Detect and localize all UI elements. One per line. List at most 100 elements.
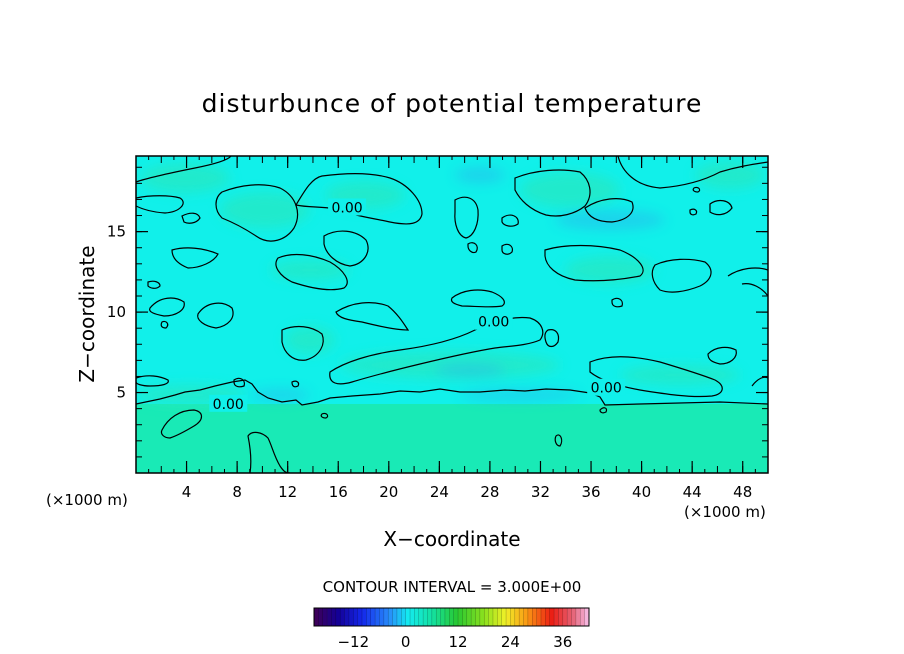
colorbar: −12 0 12 24 36 — [313, 607, 590, 651]
chart-title: disturbunce of potential temperature — [202, 89, 703, 118]
contour-label-bg — [474, 312, 513, 330]
x-tick-label: 40 — [632, 483, 651, 501]
x-tick-label: 20 — [379, 483, 398, 501]
field-patch — [695, 161, 765, 189]
contour-line — [149, 297, 185, 317]
contour-line — [233, 377, 245, 388]
colorbar-cell — [540, 608, 546, 626]
colorbar-tick-label: 36 — [553, 633, 572, 651]
colorbar-cell — [440, 608, 446, 626]
x-tick-label: 24 — [430, 483, 449, 501]
lower-field — [136, 404, 768, 473]
colorbar-cell — [449, 608, 454, 626]
colorbar-tick-label: −12 — [337, 633, 369, 651]
colorbar-cell — [414, 608, 420, 626]
colorbar-cell — [392, 608, 398, 626]
field-patch — [250, 389, 310, 401]
field-patch — [340, 351, 560, 379]
colorbar-cell — [388, 608, 393, 626]
contour-line — [450, 289, 505, 308]
colorbar-cell — [567, 608, 572, 626]
contour-line — [599, 407, 608, 414]
colorbar-cell — [523, 608, 529, 626]
contour-label: 0.00 — [591, 381, 622, 397]
colorbar-cell — [401, 608, 406, 626]
y-tick-label: 5 — [116, 384, 126, 402]
contour-line — [709, 199, 733, 216]
contour-line — [584, 198, 634, 223]
contour-line-top-left-lower — [136, 195, 184, 214]
contour-line — [275, 253, 348, 291]
y-tick-label: 10 — [107, 303, 126, 321]
contour-line — [197, 302, 234, 329]
colorbar-cell — [331, 608, 337, 626]
colorbar-tick-label: 12 — [449, 633, 468, 651]
contour-line — [281, 325, 324, 361]
colorbar-cell — [375, 608, 380, 626]
contour-line — [501, 214, 519, 227]
contour-line — [617, 156, 768, 189]
field-patch — [555, 210, 665, 230]
contour-line — [467, 242, 478, 254]
contour-label-bg — [587, 378, 626, 396]
contour-line — [320, 412, 329, 419]
x-tick-label: 48 — [733, 483, 752, 501]
field-patches-cool — [250, 167, 665, 401]
x-tick-label: 8 — [232, 483, 242, 501]
colorbar-cell — [444, 608, 450, 626]
contour-line — [215, 184, 299, 242]
colorbar-cell — [527, 608, 533, 626]
colorbar-cell — [488, 608, 494, 626]
contour-line — [291, 380, 300, 388]
colorbar-cell — [362, 608, 367, 626]
contour-line — [136, 375, 169, 387]
contour-line — [323, 230, 369, 267]
x-unit-right: (×1000 m) — [684, 503, 766, 521]
colorbar-cell — [327, 608, 332, 626]
colorbar-cell — [475, 608, 481, 626]
colorbar-cell — [396, 608, 402, 626]
colorbar-cell — [366, 608, 372, 626]
colorbar-cell — [532, 608, 537, 626]
x-tick-label: 32 — [531, 483, 550, 501]
x-axis-label: X−coordinate — [383, 527, 520, 551]
colorbar-cell — [497, 608, 502, 626]
contour-line — [589, 356, 723, 398]
contour-labels: 0.00 0.00 0.00 0.00 — [209, 198, 626, 413]
colorbar-cell — [379, 608, 385, 626]
colorbar-cell — [405, 608, 411, 626]
contour-line — [727, 267, 768, 277]
contour-label: 0.00 — [332, 200, 363, 216]
y-axis-label: Z−coordinate — [75, 245, 99, 382]
colorbar-cell — [353, 608, 358, 626]
contour-line — [160, 320, 169, 329]
colorbar-cell — [510, 608, 516, 626]
contour-line — [147, 280, 161, 289]
x-tick-label: 44 — [683, 483, 702, 501]
colorbar-cell — [318, 608, 324, 626]
contour-interval-text: CONTOUR INTERVAL = 3.000E+00 — [323, 578, 582, 596]
contour-line — [707, 346, 737, 365]
colorbar-cell — [571, 608, 577, 626]
contour-line — [335, 302, 410, 331]
x-tick-label: 4 — [182, 483, 192, 501]
colorbar-cell — [506, 608, 511, 626]
field-patch — [620, 365, 740, 385]
colorbar-cell — [431, 608, 437, 626]
contour-line — [651, 258, 712, 293]
colorbar-cell — [536, 608, 542, 626]
colorbar-cell — [479, 608, 485, 626]
contour-line — [689, 208, 698, 216]
colorbar-frame — [313, 607, 590, 627]
contour-line-top-left — [136, 156, 232, 183]
contour-line — [181, 212, 201, 224]
colorbar-cell — [410, 608, 415, 626]
colorbar-cell — [348, 608, 354, 626]
colorbar-cell — [584, 608, 590, 626]
colorbar-cell — [436, 608, 441, 626]
colorbar-cell — [335, 608, 341, 626]
contour-line — [544, 329, 560, 348]
colorbar-cell — [383, 608, 389, 626]
colorbar-cell — [314, 608, 319, 626]
y-axis: 5 10 15 — [107, 166, 768, 458]
